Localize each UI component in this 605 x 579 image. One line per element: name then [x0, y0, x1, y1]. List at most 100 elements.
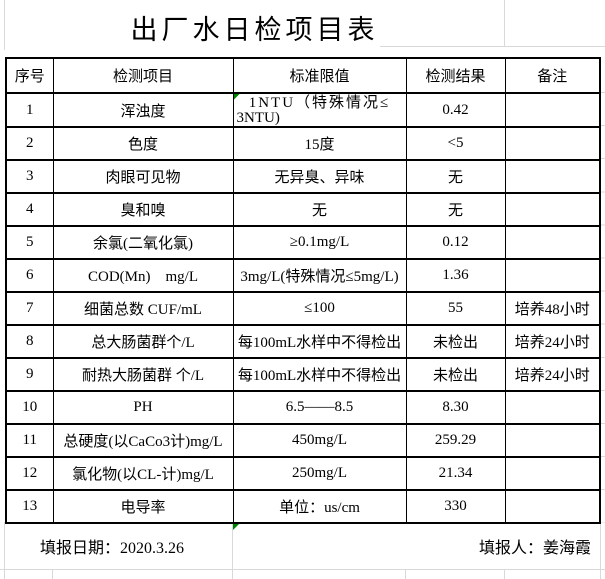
cell-remark[interactable]: 培养48小时 — [504, 291, 601, 326]
gridline-title-column — [504, 0, 505, 46]
cell-no[interactable]: 12 — [5, 456, 54, 491]
table-row: 2 色度 15度 <5 — [5, 126, 601, 161]
table-row: 9 耐热大肠菌群 个/L 每100mL水样中不得检出 未检出 培养24小时 — [5, 357, 601, 392]
table-row: 11 总硬度(以CaCo3计)mg/L 450mg/L 259.29 — [5, 423, 601, 458]
cell-item[interactable]: PH — [52, 390, 234, 425]
cell-result[interactable]: <5 — [405, 126, 506, 161]
cell-limit[interactable]: 每100mL水样中不得检出 — [232, 324, 407, 359]
cell-item[interactable]: 余氯(二氧化氯) — [52, 225, 234, 260]
cell-remark[interactable] — [504, 225, 601, 260]
cell-no[interactable]: 10 — [5, 390, 54, 425]
cell-remark[interactable] — [504, 456, 601, 491]
cell-limit[interactable]: ≤100 — [232, 291, 407, 326]
cell-remark[interactable] — [504, 258, 601, 293]
cell-limit[interactable]: 15度 — [232, 126, 407, 161]
cell-remark[interactable] — [504, 390, 601, 425]
cell-result[interactable]: 21.34 — [405, 456, 506, 491]
table-row: 12 氯化物(以CL-计)mg/L 250mg/L 21.34 — [5, 456, 601, 491]
gridline-left-top — [4, 0, 5, 50]
cell-no[interactable]: 3 — [5, 159, 54, 194]
limit-line-2: 3NTU) — [236, 110, 280, 126]
cell-limit[interactable]: 每100mL水样中不得检出 — [232, 357, 407, 392]
cell-remark[interactable] — [504, 192, 601, 227]
cell-result[interactable]: 未检出 — [405, 324, 506, 359]
cell-no[interactable]: 5 — [5, 225, 54, 260]
cell-result[interactable]: 0.12 — [405, 225, 506, 260]
cell-limit[interactable]: 单位：us/cm — [232, 489, 407, 524]
cell-limit[interactable]: 3mg/L(特殊情况≤5mg/L) — [232, 258, 407, 293]
gridline-bottom-row — [0, 569, 605, 570]
page-title: 出厂水日检项目表 — [130, 15, 379, 45]
gridline-stub-col4 — [504, 570, 505, 579]
cell-limit[interactable]: ≥0.1mg/L — [232, 225, 407, 260]
cell-no[interactable]: 13 — [5, 489, 54, 524]
cell-remark[interactable] — [504, 92, 601, 128]
cell-result[interactable]: 259.29 — [405, 423, 506, 458]
cell-result[interactable]: 1.36 — [405, 258, 506, 293]
cell-result[interactable]: 8.30 — [405, 390, 506, 425]
cell-result[interactable]: 无 — [405, 159, 506, 194]
cell-limit[interactable]: 250mg/L — [232, 456, 407, 491]
table-row: 4 臭和嗅 无 无 — [5, 192, 601, 227]
table-row: 3 肉眼可见物 无异臭、异味 无 — [5, 159, 601, 194]
cell-no[interactable]: 9 — [5, 357, 54, 392]
table-row: 7 细菌总数 CUF/mL ≤100 55 培养48小时 — [5, 291, 601, 326]
gridline-left-bottom — [4, 522, 5, 579]
cell-remark[interactable] — [504, 126, 601, 161]
cell-no[interactable]: 8 — [5, 324, 54, 359]
table-row: 6 COD(Mn) mg/L 3mg/L(特殊情况≤5mg/L) 1.36 — [5, 258, 601, 293]
table-row: 8 总大肠菌群个/L 每100mL水样中不得检出 未检出 培养24小时 — [5, 324, 601, 359]
cell-item[interactable]: 臭和嗅 — [52, 192, 234, 227]
cell-remark[interactable]: 培养24小时 — [504, 357, 601, 392]
cell-no[interactable]: 4 — [5, 192, 54, 227]
column-header-item[interactable]: 检测项目 — [52, 57, 234, 94]
cell-result[interactable]: 无 — [405, 192, 506, 227]
header-row: 序号 检测项目 标准限值 检测结果 备注 — [5, 57, 601, 94]
gridline-footer-divider — [232, 523, 233, 569]
table-row: 10 PH 6.5——8.5 8.30 — [5, 390, 601, 425]
cell-item[interactable]: 耐热大肠菌群 个/L — [52, 357, 234, 392]
column-header-no[interactable]: 序号 — [5, 57, 54, 94]
cell-no[interactable]: 2 — [5, 126, 54, 161]
green-corner-indicator-icon — [233, 524, 239, 530]
cell-item[interactable]: 总硬度(以CaCo3计)mg/L — [52, 423, 234, 458]
gridline-right-bottom — [600, 522, 601, 579]
cell-limit[interactable]: 450mg/L — [232, 423, 407, 458]
gridline-stub-col2 — [232, 570, 233, 579]
column-header-result[interactable]: 检测结果 — [405, 57, 506, 94]
cell-result[interactable]: 0.42 — [405, 92, 506, 128]
cell-no[interactable]: 6 — [5, 258, 54, 293]
cell-item[interactable]: 浑浊度 — [52, 92, 234, 128]
cell-no[interactable]: 1 — [5, 92, 54, 128]
cell-remark[interactable] — [504, 423, 601, 458]
cell-result[interactable]: 未检出 — [405, 357, 506, 392]
cell-item[interactable]: 色度 — [52, 126, 234, 161]
cell-limit[interactable]: 无异臭、异味 — [232, 159, 407, 194]
cell-item[interactable]: 氯化物(以CL-计)mg/L — [52, 456, 234, 491]
cell-no[interactable]: 11 — [5, 423, 54, 458]
cell-item[interactable]: 肉眼可见物 — [52, 159, 234, 194]
column-header-remark[interactable]: 备注 — [504, 57, 601, 94]
cell-result[interactable]: 55 — [405, 291, 506, 326]
cell-limit[interactable]: 1NTU（特殊情况≤ 3NTU) — [232, 92, 407, 128]
limit-line-1: 1NTU（特殊情况≤ — [248, 95, 391, 111]
cell-remark[interactable] — [504, 159, 601, 194]
table-row: 13 电导率 单位：us/cm 330 — [5, 489, 601, 524]
cell-limit[interactable]: 无 — [232, 192, 407, 227]
reporter-name[interactable]: 填报人：姜海霞 — [478, 540, 591, 557]
report-footer: 填报日期：2020.3.26 填报人：姜海霞 — [5, 523, 599, 569]
cell-item[interactable]: 电导率 — [52, 489, 234, 524]
cell-no[interactable]: 7 — [5, 291, 54, 326]
cell-remark[interactable] — [504, 489, 601, 524]
table-row: 1 浑浊度 1NTU（特殊情况≤ 3NTU) 0.42 — [5, 92, 601, 128]
cell-limit[interactable]: 6.5——8.5 — [232, 390, 407, 425]
cell-item[interactable]: 总大肠菌群个/L — [52, 324, 234, 359]
gridline-row-stubs — [600, 92, 605, 523]
cell-remark[interactable]: 培养24小时 — [504, 324, 601, 359]
report-date[interactable]: 填报日期：2020.3.26 — [40, 540, 185, 557]
cell-item[interactable]: 细菌总数 CUF/mL — [52, 291, 234, 326]
cell-item[interactable]: COD(Mn) mg/L — [52, 258, 234, 293]
column-header-limit[interactable]: 标准限值 — [232, 57, 407, 94]
cell-result[interactable]: 330 — [405, 489, 506, 524]
